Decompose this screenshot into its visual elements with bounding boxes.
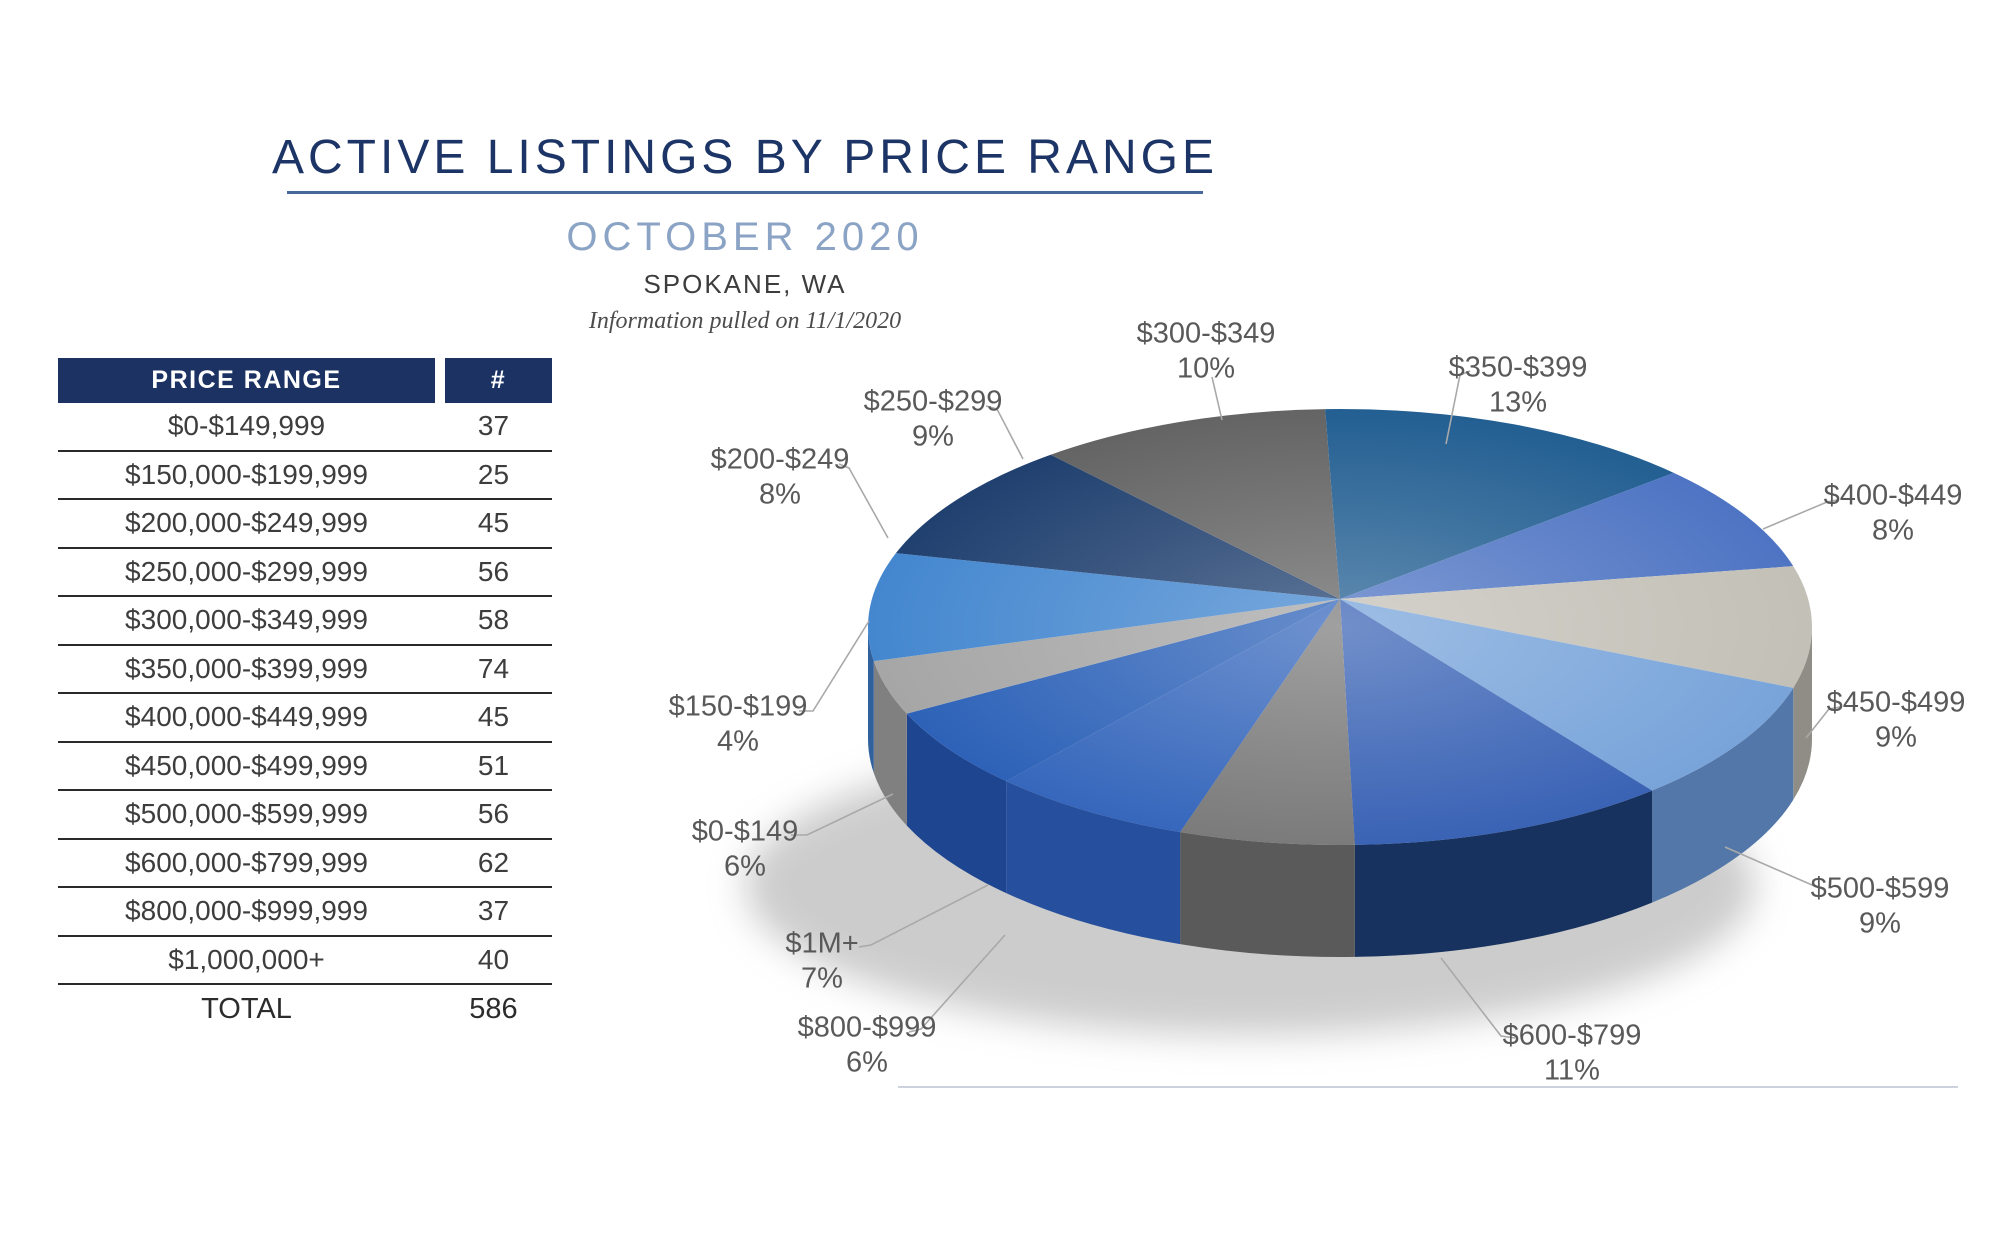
price-range-cell: $350,000-$399,999 — [125, 652, 368, 684]
count-cell: 37 — [477, 410, 510, 442]
slice-pct-label-$1M+: 7% — [801, 963, 843, 995]
slice-label-$450-$499: $450-$499 — [1827, 687, 1966, 719]
table-header-row: PRICE RANGE # — [58, 358, 552, 403]
count-cell: 62 — [477, 846, 510, 878]
count-cell: 56 — [477, 555, 510, 587]
slice-pct-label-$0-$149: 6% — [724, 851, 766, 883]
slice-label-$300-$349: $300-$349 — [1137, 318, 1276, 350]
count-cell: 51 — [477, 749, 510, 781]
table-total-row: TOTAL 586 — [58, 985, 552, 1034]
slice-pct-label-$200-$249: 8% — [759, 479, 801, 511]
price-range-cell: $1,000,000+ — [168, 943, 325, 975]
header-column-gap — [435, 358, 445, 403]
slice-leader-$450-$499 — [1805, 706, 1841, 739]
price-range-cell: $600,000-$799,999 — [125, 846, 368, 878]
slice-label-$200-$249: $200-$249 — [711, 444, 850, 476]
slice-leader-$150-$199 — [799, 620, 870, 712]
table-body: $0-$149,999 37 $150,000-$199,999 25 $200,000… — [58, 403, 552, 1034]
table-row: $450,000-$499,999 51 — [58, 743, 552, 791]
slice-leader-$500-$599 — [1724, 846, 1824, 890]
slice-leader-$800-$999 — [908, 934, 1006, 1033]
slice-leader-$300-$349 — [1211, 376, 1223, 421]
price-range-cell: $250,000-$299,999 — [125, 555, 368, 587]
slice-label-$500-$599: $500-$599 — [1811, 873, 1950, 905]
slice-leader-$1M+ — [858, 884, 989, 948]
price-range-cell: $0-$149,999 — [167, 410, 326, 442]
slice-pct-label-$250-$299: 9% — [912, 421, 954, 453]
slice-label-$600-$799: $600-$799 — [1503, 1020, 1642, 1052]
slice-leader-$600-$799 — [1440, 957, 1516, 1039]
table-row: $1,000,000+ 40 — [58, 937, 552, 985]
slice-pct-label-$600-$799: 11% — [1544, 1055, 1600, 1087]
count-cell: 58 — [477, 604, 510, 636]
count-cell: 45 — [477, 507, 510, 539]
slice-label-$350-$399: $350-$399 — [1449, 352, 1588, 384]
slice-pct-label-$400-$449: 8% — [1872, 515, 1914, 547]
count-cell: 40 — [477, 943, 510, 975]
slice-pct-label-$300-$349: 10% — [1177, 353, 1235, 385]
price-range-cell: $300,000-$349,999 — [125, 604, 368, 636]
slice-pct-label-$450-$499: 9% — [1875, 722, 1917, 754]
price-range-cell: $450,000-$499,999 — [125, 749, 368, 781]
slice-label-$0-$149: $0-$149 — [692, 816, 798, 848]
table-row: $500,000-$599,999 56 — [58, 791, 552, 840]
count-cell: 45 — [477, 701, 510, 733]
pie-slice-side-$800-$999 — [1180, 832, 1355, 958]
table-row: $600,000-$799,999 62 — [58, 840, 552, 888]
slice-label-$250-$299: $250-$299 — [864, 386, 1003, 418]
table-row: $400,000-$449,999 45 — [58, 694, 552, 743]
location-label: SPOKANE, WA — [643, 269, 847, 299]
title-underline — [287, 191, 1203, 194]
header-block: ACTIVE LISTINGS BY PRICE RANGE OCTOBER 2… — [0, 0, 1490, 360]
table-row: $0-$149,999 37 — [58, 403, 552, 452]
total-label-cell: TOTAL — [201, 992, 292, 1025]
price-range-cell: $800,000-$999,999 — [125, 895, 368, 927]
price-range-table: PRICE RANGE # $0-$149,999 37 $150,000-$199… — [58, 358, 552, 1034]
slice-leader-$350-$399 — [1445, 370, 1471, 445]
slice-pct-label-$800-$999: 6% — [846, 1047, 888, 1079]
table-row: $250,000-$299,999 56 — [58, 549, 552, 597]
slice-leader-$200-$249 — [838, 463, 889, 539]
table-row: $150,000-$199,999 25 — [58, 452, 552, 500]
price-range-cell: $400,000-$449,999 — [125, 701, 368, 733]
price-range-cell: $200,000-$249,999 — [125, 507, 368, 539]
table-row: $350,000-$399,999 74 — [58, 646, 552, 694]
slice-leader-$0-$149 — [791, 793, 894, 836]
count-cell: 56 — [477, 798, 510, 830]
slice-pct-label-$350-$399: 13% — [1489, 387, 1547, 419]
slice-leader-$250-$299 — [985, 405, 1024, 460]
slice-pct-label-$150-$199: 4% — [717, 726, 759, 758]
table-row: $800,000-$999,999 37 — [58, 888, 552, 937]
count-cell: 25 — [477, 458, 510, 490]
table-row: $200,000-$249,999 45 — [58, 500, 552, 549]
slice-label-$1M+: $1M+ — [785, 928, 858, 960]
count-cell: 74 — [477, 652, 510, 684]
table-row: $300,000-$349,999 58 — [58, 597, 552, 646]
data-pull-note: Information pulled on 11/1/2020 — [588, 308, 902, 334]
price-range-cell: $150,000-$199,999 — [125, 458, 368, 490]
slice-leader-$400-$449 — [1762, 499, 1838, 530]
header-cell-price-range: PRICE RANGE — [58, 358, 435, 403]
slice-label-$800-$999: $800-$999 — [798, 1012, 937, 1044]
slice-label-$150-$199: $150-$199 — [669, 691, 808, 723]
pie-group: $0-$1496%$150-$1994%$200-$2498%$250-$299… — [669, 318, 1966, 1088]
price-range-cell: $500,000-$599,999 — [125, 798, 368, 830]
slice-pct-label-$500-$599: 9% — [1859, 908, 1901, 940]
total-value-cell: 586 — [469, 992, 518, 1025]
slice-label-$400-$449: $400-$449 — [1824, 480, 1963, 512]
count-cell: 37 — [477, 895, 510, 927]
page-subtitle: OCTOBER 2020 — [566, 215, 924, 259]
page-title: ACTIVE LISTINGS BY PRICE RANGE — [272, 131, 1218, 184]
header-cell-count: # — [445, 358, 552, 403]
